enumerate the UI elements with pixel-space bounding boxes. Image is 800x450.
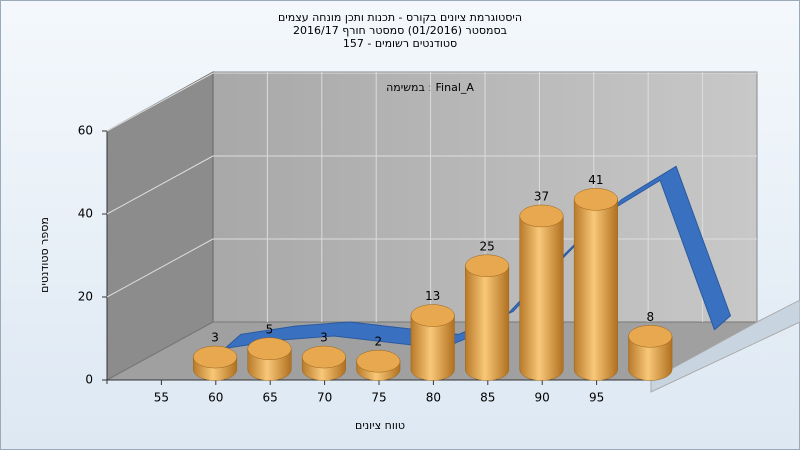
bar-top (193, 345, 238, 369)
x-tick-label: 65 (263, 391, 278, 405)
y-axis-label: מספר סטודנטים (38, 217, 51, 293)
bar-top (410, 304, 455, 327)
title-line: סטודנטים רשומים - 157 (343, 37, 457, 50)
value-label: 41 (588, 173, 603, 187)
y-tick-label: 20 (78, 290, 93, 304)
x-tick-label: 85 (480, 391, 495, 405)
x-tick-label: 75 (371, 391, 386, 405)
x-tick-label: 60 (208, 391, 223, 405)
x-tick-label: 90 (535, 391, 550, 405)
title-line: בסמסטר (01/2016) סמסטר חורף 2016/17 (293, 24, 507, 37)
bar-top (247, 337, 292, 360)
value-label: 3 (211, 331, 219, 345)
value-label: 25 (479, 239, 494, 253)
bar-top (356, 349, 401, 373)
value-label: 13 (425, 289, 440, 303)
bar-top (573, 188, 618, 211)
bar (410, 315, 455, 381)
bar (519, 215, 564, 381)
floor-edge (650, 299, 800, 393)
x-tick-label: 70 (317, 391, 332, 405)
bar-top (301, 345, 346, 369)
grid-line (106, 238, 214, 298)
bar (573, 199, 618, 381)
x-tick-label: 95 (589, 391, 604, 405)
value-label: 3 (320, 331, 328, 345)
bar-top (628, 325, 673, 348)
bar-top (465, 254, 510, 277)
y-tick-label: 40 (78, 207, 93, 221)
bar (465, 265, 510, 381)
bar (628, 336, 673, 381)
value-label: 2 (374, 335, 382, 349)
x-tick-label: 55 (154, 391, 169, 405)
title-line: היסטוגרמת ציונים בקורס - תכנות ותכן מונח… (278, 11, 522, 24)
x-tick-label: 80 (426, 391, 441, 405)
value-label: 5 (266, 322, 274, 336)
y-tick-label: 60 (78, 124, 93, 138)
value-label: 8 (646, 310, 654, 324)
y-tick-label: 0 (85, 373, 93, 387)
bar-top (519, 204, 564, 228)
grid-line (106, 155, 214, 215)
x-axis-label: טווח ציונים (355, 419, 405, 432)
value-label: 37 (534, 189, 549, 203)
grid-line (106, 72, 214, 132)
